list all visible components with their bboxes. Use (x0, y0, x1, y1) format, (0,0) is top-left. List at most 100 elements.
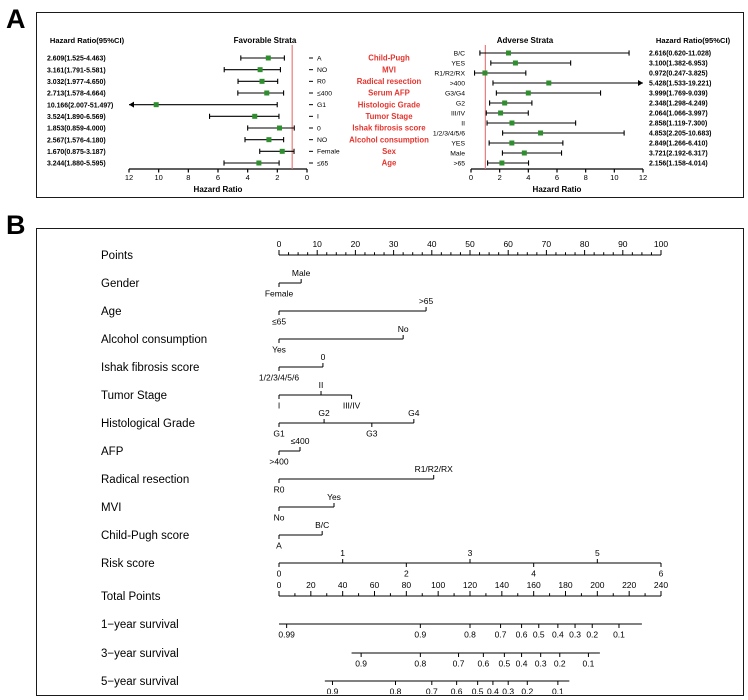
nomogram-tick-label: 0.1 (552, 687, 564, 695)
hr-point-marker (252, 113, 258, 119)
nomogram-tick-label: 10 (312, 239, 322, 249)
nomogram-tick-label: 0.6 (451, 687, 463, 695)
ci-overflow-arrow (129, 101, 134, 108)
nomogram-tick-label: 0 (277, 569, 282, 579)
category-label: Ishak fibrosis score (352, 124, 426, 133)
panel-a-letter: A (6, 4, 26, 34)
nomogram-tick-label: 0.8 (390, 687, 402, 695)
category-label: Sex (382, 147, 397, 156)
nomogram-tick-label: 0 (321, 352, 326, 362)
nomogram-row-label: MVI (101, 502, 121, 514)
nomogram-tick-label: 2 (404, 569, 409, 579)
hr-value: 2.713(1.578-4.664) (47, 91, 106, 98)
hr-value: 5.428(1.533-19.221) (649, 81, 711, 88)
strata-title: Adverse Strata (497, 36, 554, 45)
hr-point-marker (509, 140, 515, 146)
forest-plot-canvas: 12 10 8 6 4 2 0 Hazard Ratio Favorable Strata Haz… (47, 36, 731, 194)
nomogram-row-label: Histological Grade (101, 418, 195, 430)
nomogram-tick-label: 50 (465, 239, 475, 249)
nomogram-row-label: Gender (101, 278, 140, 290)
hr-value: 2.156(1.158-4.014) (649, 161, 708, 168)
nomogram-row-label: Ishak fibrosis score (101, 362, 199, 374)
nomogram-tick-label: 220 (622, 580, 636, 590)
hr-point-marker (512, 60, 518, 66)
nomogram-tick-label: 180 (558, 580, 572, 590)
nomogram-tick-label: 4 (531, 569, 536, 579)
nomogram-tick-label: 100 (654, 239, 668, 249)
panel-a-forest-plot: 12 10 8 6 4 2 0 Hazard Ratio Favorable Strata Haz… (36, 12, 744, 198)
category-label: MVI (382, 65, 396, 74)
hr-value: 2.858(1.119-7.300) (649, 121, 707, 128)
stratum-label: B/C (454, 50, 465, 57)
stratum-label: Male (450, 150, 465, 157)
stratum-label: A (317, 55, 322, 62)
nomogram-tick-label: 0.3 (502, 687, 514, 695)
nomogram-tick-label: 0.8 (414, 659, 426, 669)
hr-value: 10.166(2.007-51.497) (47, 102, 113, 109)
nomogram-tick-label: 0.5 (533, 630, 545, 640)
category-label: Alcohol consumption (349, 135, 429, 144)
nomogram-tick-label: 0.9 (355, 659, 367, 669)
nomogram-tick-label: 240 (654, 580, 668, 590)
hr-point-marker (277, 125, 283, 131)
hr-value: 4.853(2.205-10.683) (649, 131, 711, 138)
nomogram-tick-label: 0 (277, 239, 282, 249)
nomogram-tick-label: 0 (277, 580, 282, 590)
stratum-label: NO (317, 67, 327, 74)
hr-value: 2.849(1.266-6.410) (649, 141, 708, 148)
axis-tick-label: 10 (154, 173, 162, 182)
nomogram-tick-label: No (398, 324, 409, 334)
nomogram-tick-label: 140 (495, 580, 509, 590)
stratum-label: II (461, 120, 465, 127)
nomogram-row-label: Alcohol consumption (101, 334, 207, 346)
nomogram-tick-label: 60 (503, 239, 513, 249)
category-label: Histologic Grade (358, 100, 421, 109)
category-label: Age (382, 159, 397, 168)
nomogram-tick-label: Yes (327, 492, 341, 502)
stratum-label: III/IV (451, 110, 465, 117)
hr-point-marker (482, 70, 488, 76)
hr-point-marker (525, 90, 531, 96)
nomogram-tick-label: G1 (273, 429, 285, 439)
nomogram-tick-label: ≤65 (272, 317, 286, 327)
hr-value: 3.161(1.791-5.581) (47, 67, 106, 74)
hr-point-marker (502, 100, 508, 106)
nomogram-tick-label: 6 (659, 569, 664, 579)
hr-point-marker (264, 90, 270, 96)
hr-value: 2.616(0.620-11.028) (649, 51, 711, 58)
nomogram-tick-label: 0.2 (586, 630, 598, 640)
hr-point-marker (265, 55, 271, 61)
hr-value: 2.567(1.576-4.180) (47, 137, 106, 144)
hr-value: 0.972(0.247-3.825) (649, 71, 708, 78)
hr-value: 2.609(1.525-4.463) (47, 56, 106, 63)
stratum-label: >400 (450, 80, 466, 87)
stratum-label: G2 (456, 100, 465, 107)
nomogram-row-label: Risk score (101, 558, 155, 570)
nomogram-tick-label: 80 (580, 239, 590, 249)
stratum-label: 1/2/3/4/5/6 (433, 130, 465, 137)
hr-point-marker (546, 80, 552, 86)
stratum-label: I (317, 114, 319, 121)
nomogram-tick-label: G2 (318, 408, 330, 418)
stratum-label: ≤400 (317, 90, 332, 97)
nomogram-tick-label: 0.99 (278, 630, 295, 640)
nomogram-tick-label: 0.7 (495, 630, 507, 640)
axis-tick-label: 8 (584, 173, 588, 182)
nomogram-tick-label: 100 (431, 580, 445, 590)
hr-point-marker (509, 120, 515, 126)
hr-point-marker (257, 67, 263, 73)
hr-point-marker (259, 78, 265, 84)
nomogram-tick-label: >400 (269, 457, 288, 467)
hr-point-marker (153, 102, 159, 108)
nomogram-tick-label: 20 (351, 239, 361, 249)
nomogram-tick-label: 1 (340, 548, 345, 558)
nomogram-tick-label: 200 (590, 580, 604, 590)
axis-tick-label: 2 (275, 173, 279, 182)
category-label: Tumor Stage (365, 112, 413, 121)
stratum-label: G1 (317, 102, 326, 109)
nomogram-tick-label: G3 (366, 429, 378, 439)
nomogram-tick-label: G4 (408, 408, 420, 418)
nomogram-tick-label: 0.1 (613, 630, 625, 640)
hr-point-marker (499, 160, 505, 166)
